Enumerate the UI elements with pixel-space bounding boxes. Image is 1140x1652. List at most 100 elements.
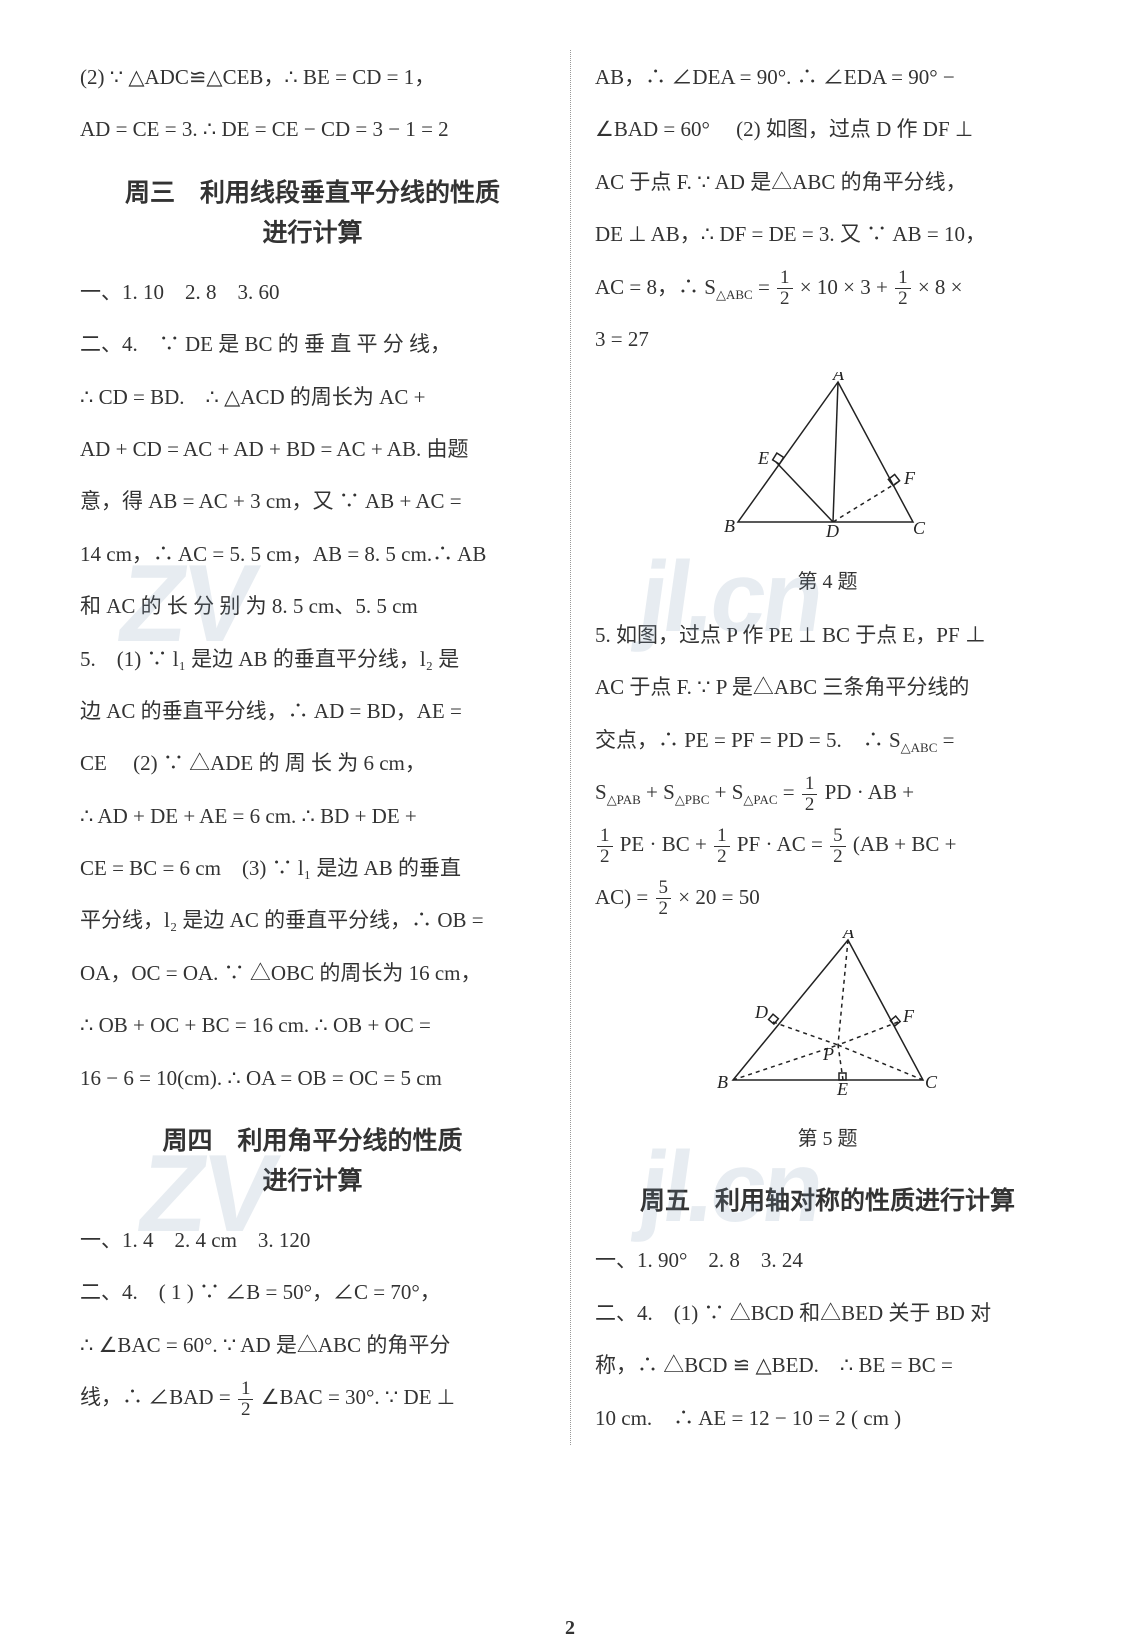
text: 一、1. 90° 2. 8 3. 24 <box>595 1235 1060 1285</box>
sub: △ABC <box>716 287 753 302</box>
text: AC) = 52 × 20 = 50 <box>595 872 1060 922</box>
page-number: 2 <box>0 1617 1140 1640</box>
txt: × 10 × 3 + <box>795 275 894 299</box>
section-title-zhou3: 周三 利用线段垂直平分线的性质 进行计算 <box>80 173 545 253</box>
lbl: D <box>825 521 839 537</box>
text: 交点，∴ PE = PF = PD = 5. ∴ S△ABC = <box>595 715 1060 765</box>
title-line: 周三 利用线段垂直平分线的性质 <box>80 173 545 213</box>
text: ∴ AD + DE + AE = 6 cm. ∴ BD + DE + <box>80 791 545 841</box>
section-title-zhou5: 周五 利用轴对称的性质进行计算 <box>595 1181 1060 1221</box>
lbl: C <box>913 518 926 537</box>
sub: △PAB <box>607 792 641 807</box>
txt: PD · AB + <box>819 780 914 804</box>
figure-caption: 第 5 题 <box>595 1115 1060 1163</box>
text: 二、4. ( 1 ) ∵ ∠B = 50°，∠C = 70°， <box>80 1267 545 1317</box>
text: AD + CD = AC + AD + BD = AC + AB. 由题 <box>80 424 545 474</box>
text: 平分线，l₂ 是边 AC 的垂直平分线，∴ OB = <box>80 895 545 945</box>
figure-5: A B C D E F P 第 5 题 <box>595 930 1060 1163</box>
text: DE ⊥ AB，∴ DF = DE = 3. 又 ∵ AB = 10， <box>595 209 1060 259</box>
text: 二、4. (1) ∵ △BCD 和△BED 关于 BD 对 <box>595 1288 1060 1338</box>
text: AC 于点 F. ∵ AD 是△ABC 的角平分线， <box>595 157 1060 207</box>
triangle-diagram-5: A B C D E F P <box>713 930 943 1095</box>
fraction-half: 12 <box>238 1379 254 1420</box>
text: CE (2) ∵ △ADE 的 周 长 为 6 cm， <box>80 738 545 788</box>
lbl: A <box>832 372 845 384</box>
txt: PF · AC = <box>732 832 828 856</box>
text: ∠BAD = 60° (2) 如图，过点 D 作 DF ⊥ <box>595 104 1060 154</box>
text: 16 − 6 = 10(cm). ∴ OA = OB = OC = 5 cm <box>80 1053 545 1103</box>
lbl: E <box>836 1079 848 1095</box>
right-column: AB，∴ ∠DEA = 90°. ∴ ∠EDA = 90° − ∠BAD = 6… <box>570 50 1080 1445</box>
text: S△PAB + S△PBC + S△PAC = 12 PD · AB + <box>595 767 1060 817</box>
sub: △PBC <box>675 792 710 807</box>
text: 一、1. 10 2. 8 3. 60 <box>80 267 545 317</box>
text: 意，得 AB = AC + 3 cm，又 ∵ AB + AC = <box>80 476 545 526</box>
txt: PE · BC + <box>615 832 713 856</box>
lbl: E <box>757 448 769 468</box>
title-line: 进行计算 <box>80 213 545 253</box>
txt: S <box>595 780 607 804</box>
lbl: C <box>925 1072 938 1092</box>
txt: = <box>937 728 954 752</box>
fraction-half: 12 <box>777 268 793 309</box>
txt: 交点，∴ PE = PF = PD = 5. ∴ S <box>595 728 901 752</box>
text: 边 AC 的垂直平分线，∴ AD = BD，AE = <box>80 686 545 736</box>
text: ∴ ∠BAC = 60°. ∵ AD 是△ABC 的角平分 <box>80 1320 545 1370</box>
text: CE = BC = 6 cm (3) ∵ l₁ 是边 AB 的垂直 <box>80 843 545 893</box>
text: 一、1. 4 2. 4 cm 3. 120 <box>80 1215 545 1265</box>
figure-4: A B C D E F 第 4 题 <box>595 372 1060 605</box>
text: 和 AC 的 长 分 别 为 8. 5 cm、5. 5 cm <box>80 581 545 631</box>
txt: × 8 × <box>913 275 963 299</box>
lbl: F <box>903 468 916 488</box>
txt: = <box>753 275 775 299</box>
text: 线，∴ ∠BAD = 12 ∠BAC = 30°. ∵ DE ⊥ <box>80 1372 545 1422</box>
txt: × 20 = 50 <box>673 885 760 909</box>
fraction-half: 12 <box>895 268 911 309</box>
lbl: B <box>717 1072 728 1092</box>
fraction-five-over-two: 52 <box>830 826 846 867</box>
text: 14 cm，∴ AC = 5. 5 cm，AB = 8. 5 cm.∴ AB <box>80 529 545 579</box>
title-line: 进行计算 <box>80 1161 545 1201</box>
fraction-half: 12 <box>597 826 613 867</box>
text: OA，OC = OA. ∵ △OBC 的周长为 16 cm， <box>80 948 545 998</box>
txt: + S <box>709 780 743 804</box>
text: 5. 如图，过点 P 作 PE ⊥ BC 于点 E，PF ⊥ <box>595 610 1060 660</box>
fraction-five-over-two: 52 <box>656 878 672 919</box>
text: 二、4. ∵ DE 是 BC 的 垂 直 平 分 线， <box>80 319 545 369</box>
text: 3 = 27 <box>595 314 1060 364</box>
lbl: B <box>724 516 735 536</box>
text: AD = CE = 3. ∴ DE = CE − CD = 3 − 1 = 2 <box>80 104 545 154</box>
text: 10 cm. ∴ AE = 12 − 10 = 2 ( cm ) <box>595 1393 1060 1443</box>
txt: = <box>778 780 800 804</box>
txt: (AB + BC + <box>848 832 957 856</box>
sub: △PAC <box>743 792 777 807</box>
sub: △ABC <box>901 740 938 755</box>
column-divider <box>570 50 571 1445</box>
txt: + S <box>641 780 675 804</box>
txt: 线，∴ ∠BAD = <box>80 1385 236 1409</box>
text: ∴ CD = BD. ∴ △ACD 的周长为 AC + <box>80 372 545 422</box>
text: ∴ OB + OC + BC = 16 cm. ∴ OB + OC = <box>80 1000 545 1050</box>
txt: AC = 8，∴ S <box>595 275 716 299</box>
lbl: A <box>842 930 855 942</box>
figure-caption: 第 4 题 <box>595 558 1060 606</box>
left-column: (2) ∵ △ADC≌△CEB，∴ BE = CD = 1， AD = CE =… <box>60 50 570 1445</box>
lbl: F <box>902 1006 915 1026</box>
triangle-diagram-4: A B C D E F <box>718 372 938 537</box>
txt: ∠BAC = 30°. ∵ DE ⊥ <box>255 1385 455 1409</box>
text: (2) ∵ △ADC≌△CEB，∴ BE = CD = 1， <box>80 52 545 102</box>
text: 称，∴ △BCD ≌ △BED. ∴ BE = BC = <box>595 1340 1060 1390</box>
text: 5. (1) ∵ l₁ 是边 AB 的垂直平分线，l₂ 是 <box>80 634 545 684</box>
text: AB，∴ ∠DEA = 90°. ∴ ∠EDA = 90° − <box>595 52 1060 102</box>
text: AC 于点 F. ∵ P 是△ABC 三条角平分线的 <box>595 662 1060 712</box>
fraction-half: 12 <box>802 774 818 815</box>
lbl: P <box>822 1044 834 1064</box>
page-content: (2) ∵ △ADC≌△CEB，∴ BE = CD = 1， AD = CE =… <box>60 50 1080 1445</box>
title-line: 周四 利用角平分线的性质 <box>80 1121 545 1161</box>
text: AC = 8，∴ S△ABC = 12 × 10 × 3 + 12 × 8 × <box>595 262 1060 312</box>
fraction-half: 12 <box>714 826 730 867</box>
txt: AC) = <box>595 885 654 909</box>
section-title-zhou4: 周四 利用角平分线的性质 进行计算 <box>80 1121 545 1201</box>
lbl: D <box>754 1002 768 1022</box>
text: 12 PE · BC + 12 PF · AC = 52 (AB + BC + <box>595 819 1060 869</box>
